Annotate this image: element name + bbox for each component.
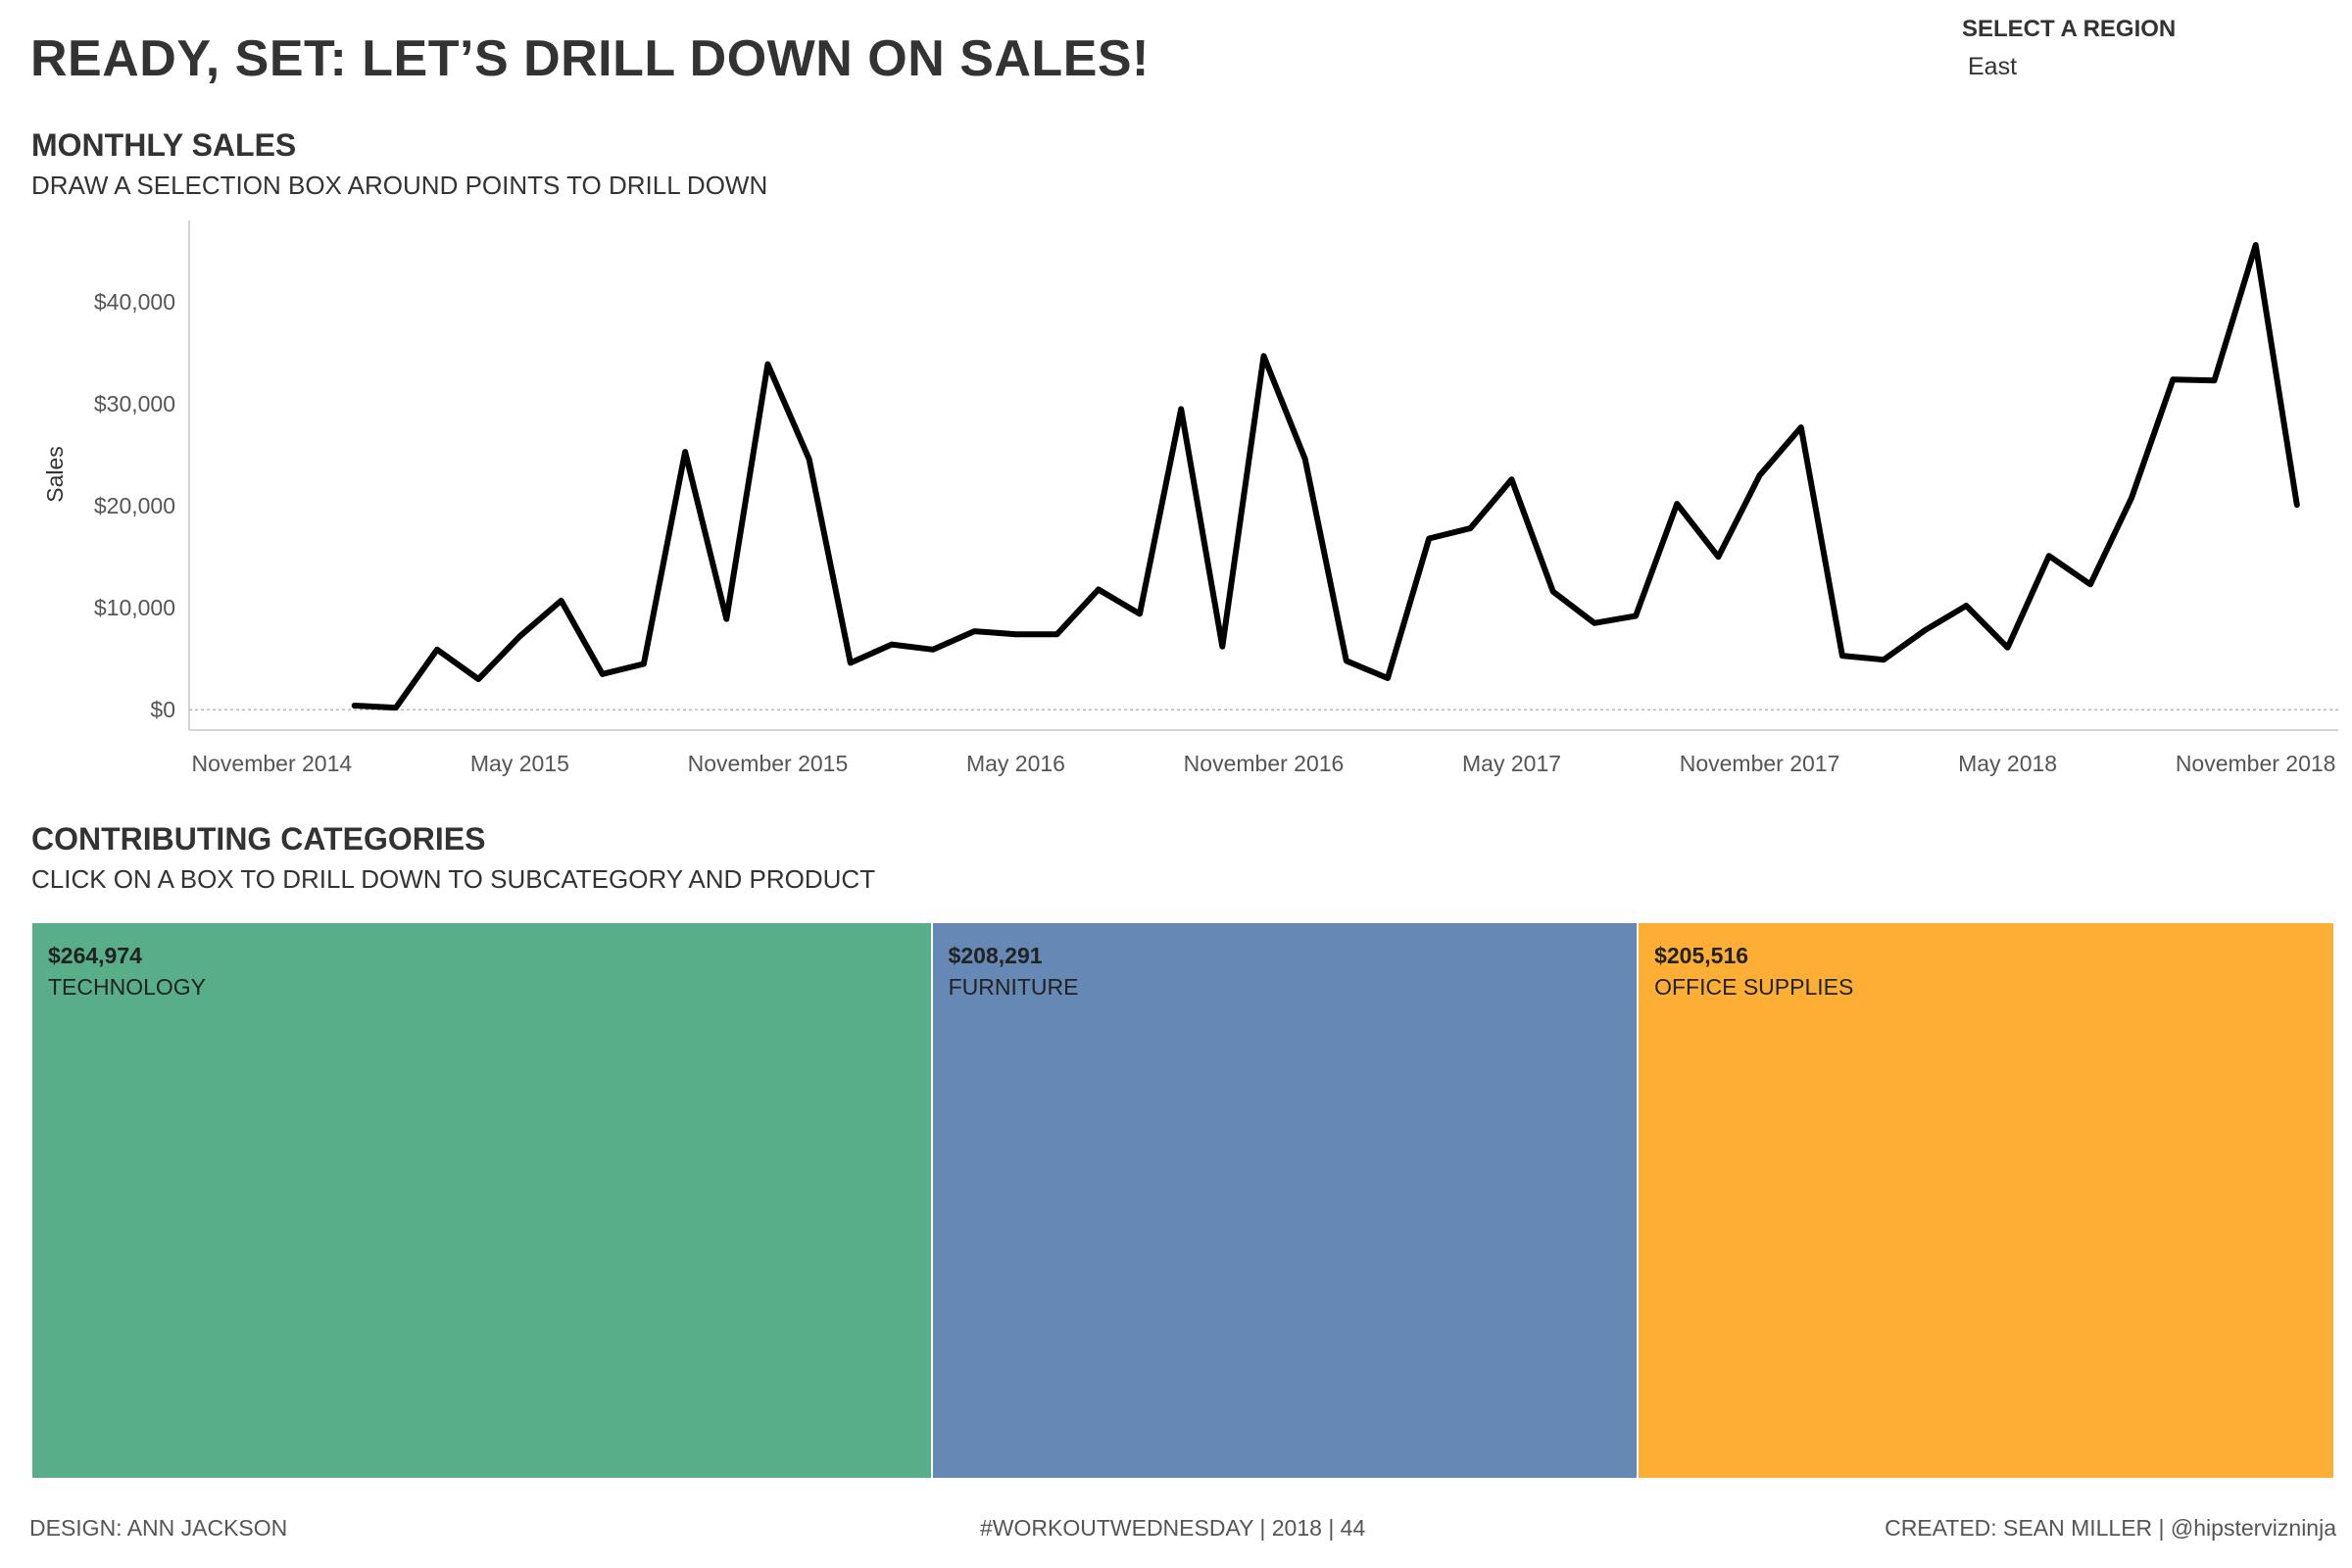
sales-point[interactable]	[1052, 628, 1063, 640]
sales-point[interactable]	[761, 359, 773, 370]
sales-point[interactable]	[927, 644, 939, 656]
region-filter[interactable]: SELECT A REGION East	[1962, 16, 2176, 81]
sales-point[interactable]	[1299, 453, 1311, 465]
y-tick-label: $40,000	[94, 289, 175, 315]
sales-line[interactable]	[351, 242, 2300, 711]
sales-point[interactable]	[1919, 624, 1931, 636]
category-tile-office-supplies[interactable]: $205,516 OFFICE SUPPLIES	[1637, 923, 2333, 1478]
x-tick-label: May 2016	[966, 751, 1065, 776]
monthly-sales-line-chart[interactable]: $0 $10,000 $20,000 $30,000 $40,000 November …	[0, 0, 2352, 784]
sales-point[interactable]	[638, 658, 650, 669]
y-axis-ticks: $0 $10,000 $20,000 $30,000 $40,000	[94, 289, 175, 722]
x-tick-label: November 2015	[688, 751, 849, 776]
sales-point[interactable]	[1258, 350, 1270, 362]
y-tick-label: $10,000	[94, 595, 175, 620]
category-value: $205,516	[1654, 943, 1749, 968]
sales-point[interactable]	[1423, 533, 1435, 545]
sales-point[interactable]	[1216, 641, 1228, 653]
categories-treemap[interactable]: $264,974 TECHNOLOGY $208,291 FURNITURE $205,…	[32, 923, 2333, 1478]
category-value: $264,974	[48, 943, 142, 968]
sales-point[interactable]	[2126, 492, 2137, 504]
page-title: READY, SET: LET’S DRILL DOWN ON SALES!	[30, 30, 1150, 87]
sales-points[interactable]	[349, 239, 2303, 713]
sales-point[interactable]	[2002, 642, 2014, 654]
sales-point[interactable]	[1878, 654, 1889, 665]
x-tick-label: November 2017	[1680, 751, 1840, 776]
region-filter-label: SELECT A REGION	[1962, 16, 2177, 42]
monthly-sales-title: MONTHLY SALES	[31, 127, 297, 163]
sales-point[interactable]	[431, 644, 443, 656]
x-tick-label: November 2014	[192, 751, 353, 776]
sales-point[interactable]	[1630, 611, 1642, 622]
y-tick-label: $0	[150, 697, 175, 722]
sales-point[interactable]	[1506, 473, 1518, 485]
footer-design-credit: DESIGN: ANN JACKSON	[29, 1515, 288, 1541]
sales-point[interactable]	[597, 668, 609, 680]
contributing-categories-subtitle: CLICK ON A BOX TO DRILL DOWN TO SUBCATEG…	[31, 864, 876, 894]
y-tick-label: $20,000	[94, 493, 175, 518]
sales-point[interactable]	[1382, 672, 1394, 684]
region-filter-value[interactable]: East	[1968, 53, 2018, 80]
sales-point[interactable]	[1837, 650, 1848, 662]
sales-point[interactable]	[2043, 550, 2055, 562]
sales-point[interactable]	[390, 702, 402, 713]
sales-point[interactable]	[2250, 239, 2262, 251]
x-tick-label: May 2018	[1958, 751, 2057, 776]
sales-point[interactable]	[1341, 655, 1352, 666]
x-axis-ticks: November 2014 May 2015 November 2015 May 20…	[192, 751, 2336, 776]
sales-point[interactable]	[2291, 499, 2303, 511]
sales-point[interactable]	[1547, 586, 1559, 598]
sales-point[interactable]	[2209, 374, 2221, 386]
x-tick-label: May 2015	[470, 751, 569, 776]
sales-point[interactable]	[804, 453, 815, 465]
sales-point[interactable]	[886, 639, 898, 651]
sales-point[interactable]	[2167, 373, 2179, 385]
contributing-categories-title: CONTRIBUTING CATEGORIES	[31, 821, 486, 857]
category-label: FURNITURE	[948, 974, 1079, 1000]
sales-point[interactable]	[1093, 584, 1104, 596]
sales-point[interactable]	[679, 446, 691, 458]
sales-point[interactable]	[1671, 498, 1683, 510]
x-tick-label: November 2016	[1184, 751, 1345, 776]
sales-point[interactable]	[1795, 421, 1807, 433]
category-label: OFFICE SUPPLIES	[1654, 974, 1854, 1000]
sales-point[interactable]	[472, 673, 484, 685]
category-tile-furniture[interactable]: $208,291 FURNITURE	[930, 923, 1638, 1478]
sales-point[interactable]	[845, 657, 857, 668]
y-axis-label: Sales	[42, 446, 68, 503]
sales-point[interactable]	[1464, 522, 1476, 534]
sales-point[interactable]	[1134, 608, 1146, 619]
footer-created-credit: CREATED: SEAN MILLER | @hipstervizninja	[1885, 1515, 2336, 1541]
footer-hashtag: #WORKOUTWEDNESDAY | 2018 | 44	[980, 1515, 1366, 1541]
sales-point[interactable]	[720, 613, 732, 625]
sales-point[interactable]	[968, 625, 980, 637]
sales-point[interactable]	[1754, 469, 1766, 481]
sales-point[interactable]	[1010, 628, 1022, 640]
x-tick-label: May 2017	[1462, 751, 1561, 776]
sales-point[interactable]	[349, 700, 361, 711]
category-tile-technology[interactable]: $264,974 TECHNOLOGY	[32, 923, 931, 1478]
category-label: TECHNOLOGY	[48, 974, 207, 1000]
category-value: $208,291	[948, 943, 1043, 968]
y-tick-label: $30,000	[94, 391, 175, 416]
sales-point[interactable]	[556, 595, 567, 607]
sales-point[interactable]	[1960, 600, 1972, 612]
sales-point[interactable]	[1175, 403, 1187, 415]
sales-point[interactable]	[2084, 578, 2096, 590]
monthly-sales-subtitle: DRAW A SELECTION BOX AROUND POINTS TO DR…	[31, 171, 768, 200]
sales-point[interactable]	[514, 630, 525, 642]
sales-point[interactable]	[1589, 617, 1600, 629]
x-tick-label: November 2018	[2176, 751, 2336, 776]
sales-point[interactable]	[1712, 551, 1724, 563]
